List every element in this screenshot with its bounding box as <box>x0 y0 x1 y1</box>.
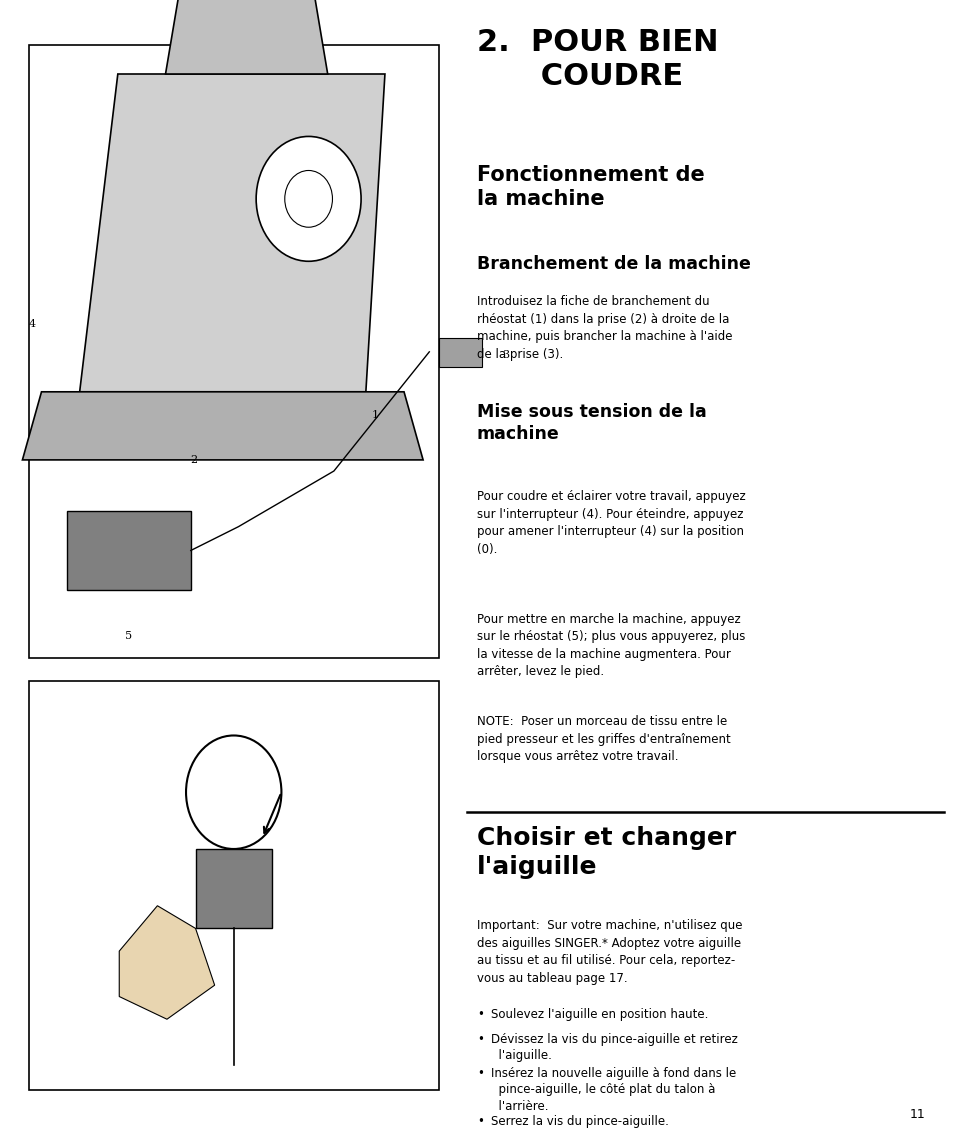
Text: Important:  Sur votre machine, n'utilisez que
des aiguilles SINGER.* Adoptez vot: Important: Sur votre machine, n'utilisez… <box>476 919 741 985</box>
Polygon shape <box>119 906 214 1019</box>
Text: 5: 5 <box>125 631 132 640</box>
Text: Choisir et changer
l'aiguille: Choisir et changer l'aiguille <box>476 826 736 878</box>
Text: 3: 3 <box>501 351 509 360</box>
Text: NOTE:  Poser un morceau de tissu entre le
pied presseur et les griffes d'entraîn: NOTE: Poser un morceau de tissu entre le… <box>476 715 730 763</box>
Text: Mise sous tension de la
machine: Mise sous tension de la machine <box>476 403 706 443</box>
Text: Serrez la vis du pince-aiguille.: Serrez la vis du pince-aiguille. <box>491 1115 668 1127</box>
Text: 4: 4 <box>29 319 35 329</box>
Polygon shape <box>166 0 328 74</box>
Text: Fonctionnement de
la machine: Fonctionnement de la machine <box>476 165 704 209</box>
Text: 1: 1 <box>372 410 378 420</box>
Text: •: • <box>476 1115 483 1127</box>
Text: •: • <box>476 1067 483 1079</box>
Text: Soulevez l'aiguille en position haute.: Soulevez l'aiguille en position haute. <box>491 1008 708 1020</box>
Bar <box>29 681 438 1090</box>
Text: 11: 11 <box>908 1109 924 1121</box>
Text: •: • <box>476 1033 483 1045</box>
Bar <box>438 338 481 367</box>
Text: Introduisez la fiche de branchement du
rhéostat (1) dans la prise (2) à droite d: Introduisez la fiche de branchement du r… <box>476 295 732 361</box>
Circle shape <box>255 136 360 261</box>
Text: Branchement de la machine: Branchement de la machine <box>476 255 750 274</box>
Polygon shape <box>195 849 272 928</box>
Text: •: • <box>476 1008 483 1020</box>
Bar <box>67 511 191 590</box>
Bar <box>29 45 438 658</box>
Text: 2: 2 <box>191 455 197 465</box>
Polygon shape <box>22 392 422 460</box>
Text: Dévissez la vis du pince-aiguille et retirez
  l'aiguille.: Dévissez la vis du pince-aiguille et ret… <box>491 1033 738 1062</box>
Text: 2.  POUR BIEN
      COUDRE: 2. POUR BIEN COUDRE <box>476 28 718 91</box>
Text: Insérez la nouvelle aiguille à fond dans le
  pince-aiguille, le côté plat du ta: Insérez la nouvelle aiguille à fond dans… <box>491 1067 736 1113</box>
Polygon shape <box>79 74 384 392</box>
Text: Pour mettre en marche la machine, appuyez
sur le rhéostat (5); plus vous appuyer: Pour mettre en marche la machine, appuye… <box>476 613 744 679</box>
Text: Pour coudre et éclairer votre travail, appuyez
sur l'interrupteur (4). Pour étei: Pour coudre et éclairer votre travail, a… <box>476 490 745 556</box>
